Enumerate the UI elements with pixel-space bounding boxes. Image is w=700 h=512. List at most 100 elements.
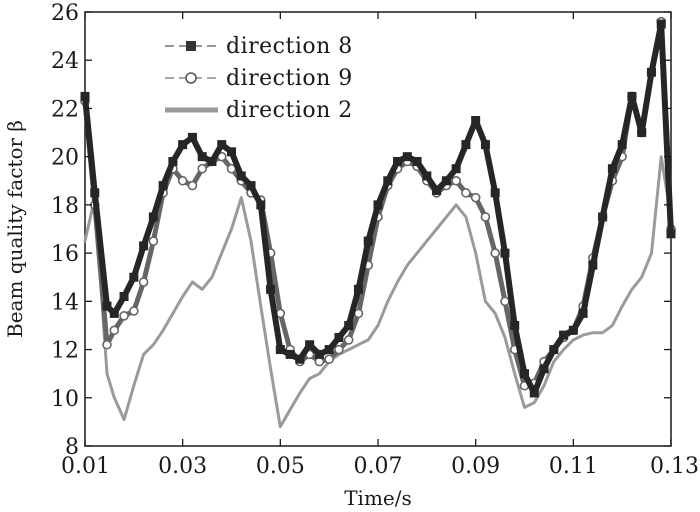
data-point — [549, 345, 559, 355]
data-point — [275, 345, 285, 355]
series-direction-8 — [80, 19, 676, 398]
data-point — [256, 200, 266, 210]
data-point — [656, 19, 666, 29]
data-point — [490, 188, 500, 198]
data-point — [109, 325, 120, 336]
data-point — [480, 212, 491, 222]
data-point — [197, 152, 207, 162]
data-point — [607, 164, 617, 174]
x-tick-label: 0.03 — [158, 454, 207, 479]
data-point — [383, 176, 393, 186]
x-tick-label: 0.11 — [549, 454, 598, 479]
data-point — [324, 345, 334, 355]
legend-square-marker — [186, 41, 196, 51]
data-point — [246, 181, 256, 191]
data-point — [295, 354, 305, 364]
data-point — [148, 212, 158, 222]
x-tick-label: 0.05 — [256, 454, 305, 479]
data-point — [178, 140, 188, 150]
data-point — [344, 320, 354, 330]
y-axis: 8 10 12 14 16 18 20 22 24 26 — [51, 1, 671, 460]
data-point — [373, 200, 383, 210]
data-point — [207, 156, 217, 166]
data-point — [148, 236, 159, 246]
data-point — [80, 91, 90, 101]
data-point — [109, 308, 119, 318]
data-point — [187, 132, 197, 142]
y-tick-label: 24 — [51, 49, 79, 74]
data-point — [363, 236, 373, 246]
data-point — [470, 192, 481, 203]
data-point — [139, 241, 149, 251]
y-tick-label: 10 — [51, 387, 79, 412]
data-point — [441, 176, 451, 186]
data-point — [461, 140, 471, 150]
data-point — [666, 229, 676, 239]
data-point — [559, 330, 569, 340]
data-point — [129, 306, 139, 316]
legend-item-direction-8: direction 8 — [165, 34, 352, 59]
x-tick-label: 0.07 — [354, 454, 403, 479]
legend-item-direction-2: direction 2 — [165, 98, 353, 123]
data-point — [432, 185, 442, 195]
data-point — [627, 91, 637, 101]
y-tick-label: 12 — [51, 339, 79, 364]
y-axis-title: Beam quality factor β — [3, 120, 27, 338]
data-point — [510, 320, 520, 330]
data-point — [646, 67, 656, 77]
x-axis: 0.01 0.03 0.05 0.07 0.09 0.11 0.13 — [61, 12, 699, 479]
data-point — [102, 301, 112, 311]
series-layer — [80, 16, 676, 429]
data-point — [500, 248, 510, 258]
data-point — [138, 277, 149, 287]
y-tick-label: 16 — [51, 242, 79, 267]
data-point — [500, 296, 510, 307]
series-direction-2 — [83, 155, 673, 429]
legend-label-direction-2: direction 2 — [226, 98, 353, 123]
data-point — [578, 308, 588, 318]
legend-label-direction-9: direction 9 — [226, 66, 353, 91]
data-point — [158, 181, 168, 191]
data-point — [187, 180, 198, 191]
data-point — [471, 116, 481, 125]
legend-circle-marker — [185, 72, 197, 84]
data-point — [451, 175, 461, 186]
data-point — [324, 354, 334, 365]
data-point — [314, 349, 324, 359]
data-point — [168, 156, 178, 166]
y-tick-label: 22 — [51, 97, 79, 122]
data-point — [451, 164, 461, 174]
data-point — [236, 171, 246, 181]
data-point — [334, 344, 344, 355]
data-point — [539, 364, 549, 374]
data-point — [285, 349, 295, 359]
data-point — [197, 163, 207, 174]
data-point — [402, 152, 412, 162]
data-point — [412, 156, 422, 166]
y-tick-label: 8 — [65, 435, 79, 460]
data-point — [343, 335, 354, 345]
data-point — [529, 388, 539, 398]
data-point — [305, 340, 315, 350]
data-point — [598, 212, 608, 222]
y-tick-label: 18 — [51, 194, 79, 219]
data-point — [353, 284, 363, 294]
data-point — [637, 128, 647, 138]
x-tick-label: 0.13 — [650, 454, 699, 479]
y-tick-label: 20 — [51, 146, 79, 171]
data-point — [588, 260, 598, 270]
data-point — [520, 369, 529, 379]
data-point — [102, 339, 112, 350]
data-point — [490, 248, 501, 258]
data-point — [227, 147, 236, 157]
data-point — [393, 156, 403, 166]
x-axis-title: Time/s — [344, 486, 412, 510]
x-tick-label: 0.09 — [451, 454, 500, 479]
legend-item-direction-9: direction 9 — [165, 66, 353, 91]
data-point — [90, 188, 100, 198]
series-line-direction-2 — [83, 155, 673, 429]
data-point — [119, 310, 129, 321]
data-point — [568, 325, 578, 335]
data-point — [119, 292, 129, 302]
